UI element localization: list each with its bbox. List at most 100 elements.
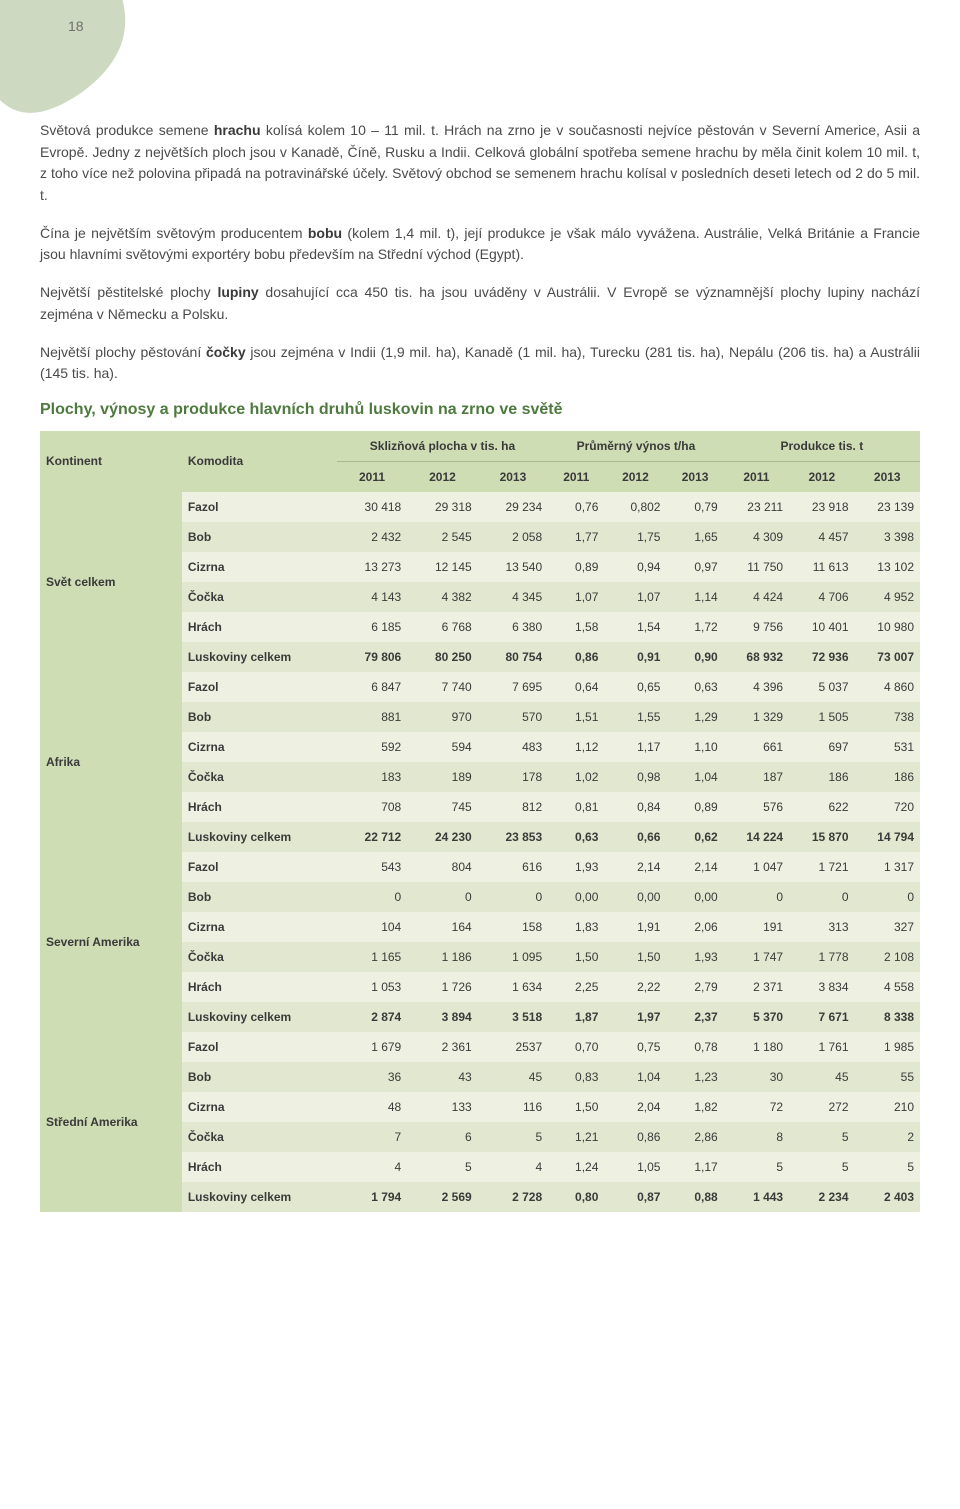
value-cell: 43 [407, 1062, 477, 1092]
table-header: Kontinent Komodita Sklizňová plocha v ti… [40, 431, 920, 492]
value-cell: 1,55 [604, 702, 666, 732]
continent-cell: Afrika [40, 672, 182, 852]
value-cell: 1,10 [666, 732, 723, 762]
value-cell: 1,07 [604, 582, 666, 612]
value-cell: 0,00 [548, 882, 604, 912]
value-cell: 1,50 [548, 942, 604, 972]
th-kontinent: Kontinent [40, 431, 182, 492]
value-cell: 1,75 [604, 522, 666, 552]
commodity-cell: Bob [182, 882, 337, 912]
value-cell: 1 053 [337, 972, 407, 1002]
value-cell: 720 [855, 792, 920, 822]
value-cell: 116 [478, 1092, 548, 1122]
value-cell: 2,04 [604, 1092, 666, 1122]
value-cell: 1 186 [407, 942, 477, 972]
value-cell: 0,87 [604, 1182, 666, 1212]
value-cell: 0,00 [666, 882, 723, 912]
table-row: Svět celkemFazol30 41829 31829 2340,760,… [40, 492, 920, 522]
value-cell: 2,86 [666, 1122, 723, 1152]
value-cell: 4 309 [724, 522, 789, 552]
value-cell: 616 [478, 852, 548, 882]
value-cell: 1,93 [548, 852, 604, 882]
value-cell: 2 545 [407, 522, 477, 552]
table-row: AfrikaFazol6 8477 7407 6950,640,650,634 … [40, 672, 920, 702]
value-cell: 80 250 [407, 642, 477, 672]
value-cell: 543 [337, 852, 407, 882]
value-cell: 272 [789, 1092, 854, 1122]
commodity-cell: Bob [182, 1062, 337, 1092]
value-cell: 72 936 [789, 642, 854, 672]
commodity-cell: Cizrna [182, 912, 337, 942]
value-cell: 2 432 [337, 522, 407, 552]
value-cell: 0,78 [666, 1032, 723, 1062]
value-cell: 29 318 [407, 492, 477, 522]
commodity-cell: Čočka [182, 942, 337, 972]
value-cell: 48 [337, 1092, 407, 1122]
value-cell: 0,90 [666, 642, 723, 672]
commodity-cell: Čočka [182, 762, 337, 792]
value-cell: 0,802 [604, 492, 666, 522]
commodity-cell: Bob [182, 702, 337, 732]
value-cell: 22 712 [337, 822, 407, 852]
value-cell: 881 [337, 702, 407, 732]
value-cell: 10 401 [789, 612, 854, 642]
value-cell: 1 317 [855, 852, 920, 882]
value-cell: 7 [337, 1122, 407, 1152]
value-cell: 4 558 [855, 972, 920, 1002]
value-cell: 1,72 [666, 612, 723, 642]
value-cell: 72 [724, 1092, 789, 1122]
value-cell: 570 [478, 702, 548, 732]
commodity-cell: Čočka [182, 1122, 337, 1152]
value-cell: 1 047 [724, 852, 789, 882]
value-cell: 55 [855, 1062, 920, 1092]
value-cell: 483 [478, 732, 548, 762]
value-cell: 594 [407, 732, 477, 762]
value-cell: 1,91 [604, 912, 666, 942]
value-cell: 1,21 [548, 1122, 604, 1152]
th-group-yield: Průměrný výnos t/ha [548, 431, 724, 462]
commodity-cell: Fazol [182, 492, 337, 522]
value-cell: 970 [407, 702, 477, 732]
value-cell: 23 853 [478, 822, 548, 852]
value-cell: 0,97 [666, 552, 723, 582]
value-cell: 2 371 [724, 972, 789, 1002]
value-cell: 2,14 [666, 852, 723, 882]
value-cell: 1,14 [666, 582, 723, 612]
commodity-cell: Fazol [182, 1032, 337, 1062]
value-cell: 2 874 [337, 1002, 407, 1032]
value-cell: 8 338 [855, 1002, 920, 1032]
value-cell: 4 706 [789, 582, 854, 612]
value-cell: 189 [407, 762, 477, 792]
value-cell: 1,07 [548, 582, 604, 612]
value-cell: 4 143 [337, 582, 407, 612]
value-cell: 0,76 [548, 492, 604, 522]
value-cell: 6 185 [337, 612, 407, 642]
value-cell: 1 778 [789, 942, 854, 972]
value-cell: 745 [407, 792, 477, 822]
value-cell: 29 234 [478, 492, 548, 522]
value-cell: 0,88 [666, 1182, 723, 1212]
value-cell: 1,17 [604, 732, 666, 762]
value-cell: 1 443 [724, 1182, 789, 1212]
value-cell: 327 [855, 912, 920, 942]
value-cell: 1 794 [337, 1182, 407, 1212]
value-cell: 0,65 [604, 672, 666, 702]
value-cell: 1,77 [548, 522, 604, 552]
value-cell: 1,54 [604, 612, 666, 642]
value-cell: 1 721 [789, 852, 854, 882]
commodity-cell: Fazol [182, 672, 337, 702]
th-year: 2012 [789, 461, 854, 492]
paragraph-3: Největší pěstitelské plochy lupiny dosah… [40, 282, 920, 325]
value-cell: 804 [407, 852, 477, 882]
value-cell: 1 095 [478, 942, 548, 972]
value-cell: 4 860 [855, 672, 920, 702]
continent-cell: Severní Amerika [40, 852, 182, 1032]
value-cell: 1 679 [337, 1032, 407, 1062]
value-cell: 8 [724, 1122, 789, 1152]
table-body: Svět celkemFazol30 41829 31829 2340,760,… [40, 492, 920, 1212]
value-cell: 0,84 [604, 792, 666, 822]
value-cell: 36 [337, 1062, 407, 1092]
commodity-cell: Bob [182, 522, 337, 552]
value-cell: 1,05 [604, 1152, 666, 1182]
th-year: 2011 [548, 461, 604, 492]
